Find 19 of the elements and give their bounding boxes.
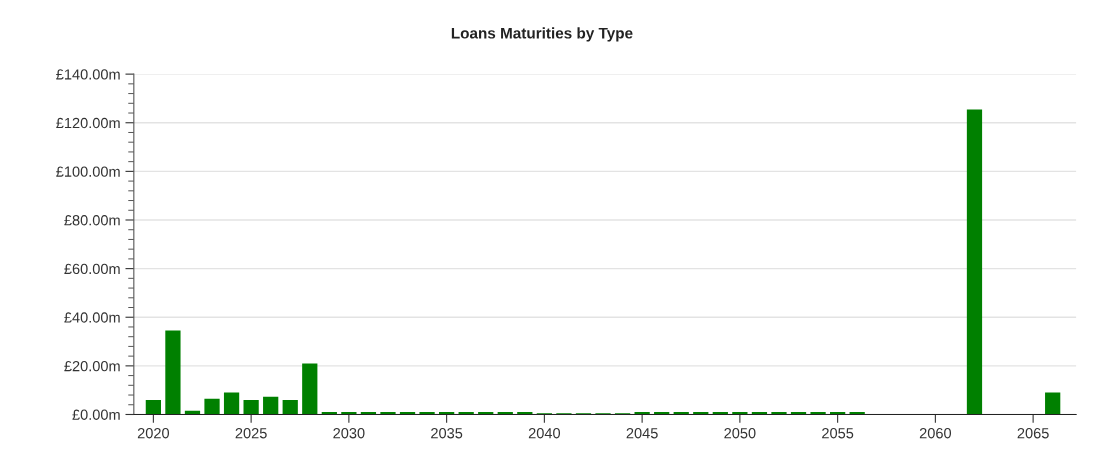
x-tick-label: 2050 <box>724 428 756 439</box>
x-tick-label: 2035 <box>431 428 463 439</box>
y-tick-label: £120.00m <box>56 117 120 129</box>
x-tick-label: 2020 <box>137 428 170 439</box>
x-tick-label: 2040 <box>528 428 561 439</box>
y-tick-label: £100.00m <box>56 166 120 177</box>
x-tick-label: 2065 <box>1017 428 1049 439</box>
y-tick-label: £40.00m <box>64 312 120 323</box>
x-tick-label: 2060 <box>919 428 952 439</box>
y-tick-label: £80.00m <box>64 215 120 226</box>
y-tick-label: £60.00m <box>64 263 120 275</box>
y-tick-label: £0.00m <box>72 409 120 420</box>
x-tick-label: 2055 <box>822 428 854 439</box>
chart-title: Loans Maturities by Type <box>451 27 633 42</box>
y-tick-label: £140.00m <box>56 69 120 80</box>
y-tick-label: £20.00m <box>64 360 120 372</box>
x-tick-label: 2030 <box>333 428 365 439</box>
x-tick-label: 2045 <box>626 428 658 439</box>
x-tick-label: 2025 <box>235 428 267 439</box>
